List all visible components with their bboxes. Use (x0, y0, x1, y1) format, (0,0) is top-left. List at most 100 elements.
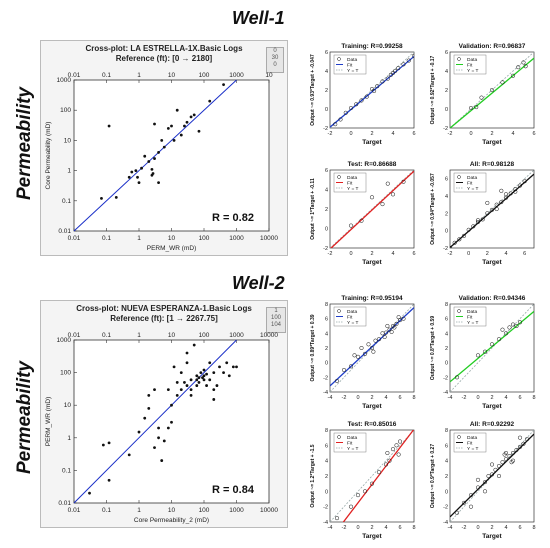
y-tick-label: 2 (325, 88, 328, 94)
y-tick-label: -2 (323, 126, 328, 132)
legend-data-label: Data (347, 435, 357, 441)
data-point (516, 65, 521, 70)
small-plot-title: Validation: R=0.94346 (459, 295, 526, 302)
data-point (485, 200, 490, 205)
data-point (389, 329, 394, 334)
data-point (157, 436, 160, 440)
data-point (508, 191, 513, 196)
small-plot-title: Validation: R=0.96837 (459, 43, 526, 50)
regression-plot-all-1: All: R=0.98128 -2 0 2 4 6 -2 0 2 4 6 Target Output ~… (430, 161, 535, 266)
plot-content (450, 430, 534, 522)
data-point (373, 338, 378, 343)
identity-line (330, 304, 414, 392)
y-tick-label: -2 (443, 505, 448, 511)
x-tick-label: 6 (398, 525, 401, 531)
legend-fit-label: Fit (467, 314, 473, 320)
y-tick-label: 4 (325, 69, 328, 75)
y-tick-label: 0.01 (58, 228, 71, 235)
y-tick-label: 4 (445, 331, 448, 337)
x-tick-label: 4 (384, 395, 387, 401)
data-point (503, 192, 509, 197)
legend-box (453, 432, 487, 453)
y-tick-label: 6 (325, 168, 328, 174)
x-tick-label: 0 (476, 525, 479, 531)
x-tick-label: -4 (448, 525, 453, 531)
data-point (457, 237, 462, 242)
crossplot-chart-2: 0.01 0.1 1 10 100 1000 10000 0.01 0.1 1 10 100 1000 1… (45, 332, 278, 524)
data-point (130, 170, 134, 174)
legend-fit-label: Fit (467, 180, 473, 186)
legend-data-marker (337, 57, 341, 61)
y-tick-label: 6 (445, 317, 448, 323)
y-tick-label: 8 (325, 302, 328, 308)
well1-title: Well-1 (232, 8, 285, 28)
x-tick-label: 8 (412, 525, 415, 531)
data-point (208, 361, 212, 365)
data-point (475, 218, 481, 223)
plot-content (330, 170, 414, 248)
data-point (153, 122, 156, 126)
data-point (471, 224, 476, 229)
y-tick-label: -4 (323, 390, 328, 396)
data-point (513, 189, 518, 194)
y-tick-label: -2 (323, 375, 328, 381)
x-tick-label: -2 (342, 395, 347, 401)
data-point (208, 99, 212, 103)
legend-fit-label: Fit (467, 62, 473, 68)
data-point (166, 388, 170, 392)
data-point (393, 68, 398, 74)
data-point (494, 202, 499, 207)
data-point (479, 95, 484, 100)
data-point (411, 53, 414, 58)
y-tick-label: 4 (445, 69, 448, 75)
data-point (185, 361, 189, 365)
r-value-label: R = 0.82 (212, 212, 254, 224)
data-point (160, 139, 164, 142)
legend-data-label: Data (347, 175, 357, 181)
data-point (179, 371, 183, 374)
x-tick-label: -2 (328, 251, 333, 257)
plot-content (330, 430, 414, 522)
data-point (475, 219, 481, 225)
x-tick-label: 2 (370, 131, 373, 137)
crossplot-subtitle-1: Reference (ft): [0 → 2180] (115, 54, 213, 63)
data-point (397, 439, 403, 444)
top-tick-label: 10 (168, 332, 176, 339)
x-tick-label: 2 (486, 251, 489, 257)
data-point (134, 169, 138, 173)
data-point (150, 167, 154, 171)
data-point (185, 351, 189, 355)
data-point (197, 376, 201, 380)
fit-line (450, 310, 534, 383)
legend-box (333, 172, 367, 193)
reference-box-1[interactable]: 0 30 0 (266, 47, 284, 73)
legend-data-marker (457, 57, 461, 61)
identity-line (450, 304, 534, 392)
reference-box-2[interactable]: 1 100 104 (266, 307, 286, 333)
data-point (396, 452, 401, 457)
x-tick-label: 10 (168, 235, 176, 242)
x-tick-label: 100 (199, 235, 210, 242)
data-point (359, 345, 364, 351)
data-point (521, 441, 526, 446)
y-tick-label: 100 (60, 107, 71, 114)
top-tick-label: 10000 (260, 332, 278, 339)
x-tick-label: 2 (370, 525, 373, 531)
data-point (482, 489, 488, 494)
data-point (170, 124, 173, 128)
fit-line (450, 433, 534, 518)
identity-line (450, 52, 534, 128)
data-point (401, 316, 406, 321)
data-point (348, 223, 354, 228)
x-tick-label: 1 (137, 235, 141, 242)
data-point (521, 60, 526, 65)
y-tick-label: -2 (443, 126, 448, 132)
r-value-label: R = 0.84 (212, 484, 255, 496)
x-tick-label: 100 (199, 507, 210, 514)
data-point (390, 447, 396, 452)
data-point (195, 374, 199, 378)
data-point (189, 378, 193, 382)
data-point (172, 139, 176, 142)
data-point (510, 450, 516, 456)
data-point (205, 384, 208, 387)
